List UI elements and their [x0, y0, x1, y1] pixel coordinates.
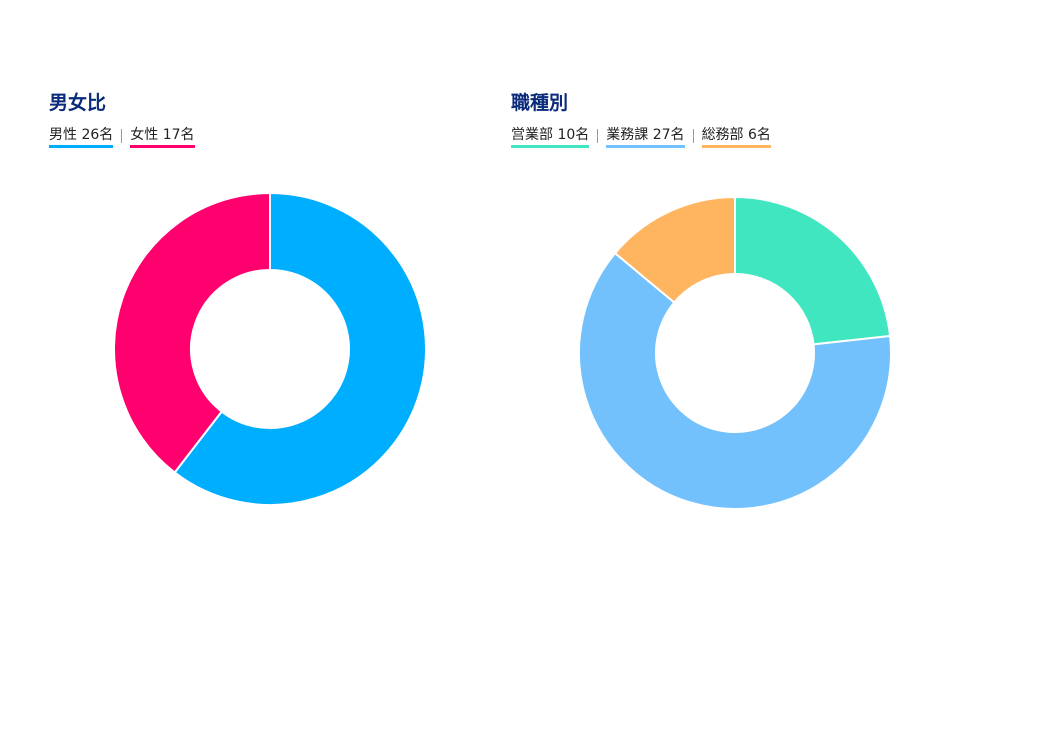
- donut-chart: [578, 195, 892, 510]
- legend-value: 6名: [748, 127, 771, 143]
- donut-segment: [613, 195, 736, 304]
- chart-title: 男女比: [49, 92, 107, 114]
- legend-item: 男性 26名: [49, 124, 114, 148]
- legend-item: 総務部 6名: [701, 124, 771, 148]
- chart-panel: 職種別 営業部 10名 業務課 27名 総務部 6名: [511, 86, 951, 526]
- chart-title: 職種別: [511, 92, 569, 114]
- legend: 営業部 10名 業務課 27名 総務部 6名: [511, 124, 951, 148]
- legend-label: 総務部: [701, 127, 744, 143]
- chart-panel: 男女比 男性 26名 女性 17名: [49, 86, 489, 526]
- donut-segment: [578, 251, 892, 510]
- donut-segment: [173, 191, 427, 506]
- legend-value: 27名: [652, 127, 685, 143]
- donut-segment: [734, 195, 892, 346]
- legend-label: 男性: [49, 127, 77, 143]
- legend-item: 業務課 27名: [606, 124, 685, 148]
- legend-separator: [597, 129, 599, 143]
- legend-value: 17名: [162, 127, 195, 143]
- legend-item: 女性 17名: [130, 124, 195, 148]
- legend-item: 営業部 10名: [511, 124, 590, 148]
- donut-segment: [113, 191, 271, 474]
- legend: 男性 26名 女性 17名: [49, 124, 489, 148]
- legend-separator: [692, 129, 694, 143]
- legend-label: 業務課: [606, 127, 649, 143]
- legend-separator: [121, 129, 123, 143]
- legend-value: 26名: [81, 127, 114, 143]
- legend-label: 営業部: [511, 127, 553, 143]
- legend-label: 女性: [130, 127, 159, 143]
- donut-chart: [113, 191, 427, 506]
- legend-value: 10名: [557, 127, 590, 143]
